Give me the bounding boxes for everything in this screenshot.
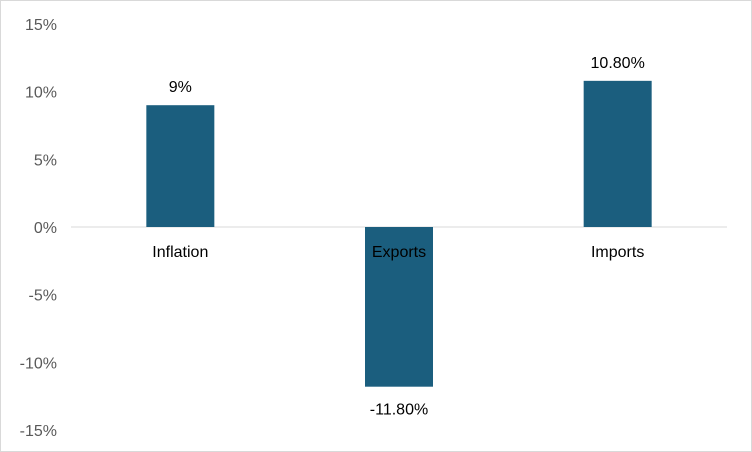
data-label-exports: -11.80%: [370, 402, 428, 419]
bar-inflation: [146, 105, 215, 227]
data-labels: 9% -11.80% 10.80%: [169, 55, 645, 419]
bar-imports: [583, 80, 652, 227]
bars: [146, 80, 652, 387]
y-axis-ticks: 15% 10% 5% 0% -5% -10% -15%: [20, 17, 57, 440]
y-tick-label: 5%: [34, 152, 57, 169]
category-label-exports: Exports: [372, 244, 426, 261]
y-tick-label: -10%: [20, 355, 57, 372]
y-tick-label: -5%: [29, 288, 57, 305]
data-label-imports: 10.80%: [591, 55, 645, 72]
y-tick-label: 15%: [25, 17, 57, 34]
y-tick-label: 0%: [34, 220, 57, 237]
category-labels: Inflation Exports Imports: [152, 244, 644, 261]
y-tick-label: -15%: [20, 423, 57, 440]
data-label-inflation: 9%: [169, 79, 192, 96]
y-tick-label: 10%: [25, 85, 57, 102]
bar-exports: [365, 227, 433, 387]
category-label-imports: Imports: [591, 244, 644, 261]
category-label-inflation: Inflation: [152, 244, 208, 261]
